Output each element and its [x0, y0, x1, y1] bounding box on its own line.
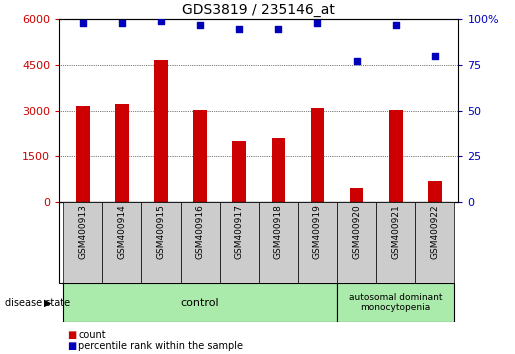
Bar: [181, 202, 220, 283]
Text: control: control: [181, 298, 219, 308]
Point: [118, 20, 126, 26]
Text: GSM400920: GSM400920: [352, 204, 361, 259]
Bar: [102, 202, 142, 283]
Text: GSM400919: GSM400919: [313, 204, 322, 259]
Point: [274, 26, 282, 32]
Bar: [428, 181, 442, 202]
Point: [313, 20, 321, 26]
Bar: [115, 104, 129, 202]
Text: ■: ■: [67, 341, 76, 351]
Text: count: count: [78, 330, 106, 339]
Bar: [376, 202, 415, 283]
Text: percentile rank within the sample: percentile rank within the sample: [78, 341, 243, 351]
Text: disease state: disease state: [5, 298, 70, 308]
Text: GSM400918: GSM400918: [274, 204, 283, 259]
Bar: [76, 106, 90, 202]
Bar: [142, 202, 181, 283]
Bar: [259, 202, 298, 283]
Text: GSM400917: GSM400917: [235, 204, 244, 259]
Text: GSM400913: GSM400913: [78, 204, 87, 259]
Bar: [298, 202, 337, 283]
Text: autosomal dominant
monocytopenia: autosomal dominant monocytopenia: [349, 293, 442, 312]
Bar: [63, 202, 102, 283]
Point: [352, 58, 360, 64]
Title: GDS3819 / 235146_at: GDS3819 / 235146_at: [182, 3, 335, 17]
Bar: [350, 188, 364, 202]
Bar: [154, 60, 168, 202]
Bar: [337, 283, 454, 322]
Bar: [63, 283, 337, 322]
Text: GSM400915: GSM400915: [157, 204, 165, 259]
Bar: [311, 108, 324, 202]
Text: GSM400922: GSM400922: [431, 204, 439, 259]
Bar: [337, 202, 376, 283]
Bar: [415, 202, 454, 283]
Text: GSM400916: GSM400916: [196, 204, 204, 259]
Bar: [271, 138, 285, 202]
Point: [196, 22, 204, 28]
Point: [235, 26, 244, 32]
Text: ▶: ▶: [44, 298, 52, 308]
Bar: [389, 110, 403, 202]
Text: ■: ■: [67, 330, 76, 339]
Bar: [193, 110, 207, 202]
Text: GSM400921: GSM400921: [391, 204, 400, 259]
Point: [431, 53, 439, 59]
Point: [157, 18, 165, 24]
Bar: [232, 141, 246, 202]
Bar: [220, 202, 259, 283]
Text: GSM400914: GSM400914: [117, 204, 126, 259]
Point: [391, 22, 400, 28]
Point: [79, 20, 87, 26]
